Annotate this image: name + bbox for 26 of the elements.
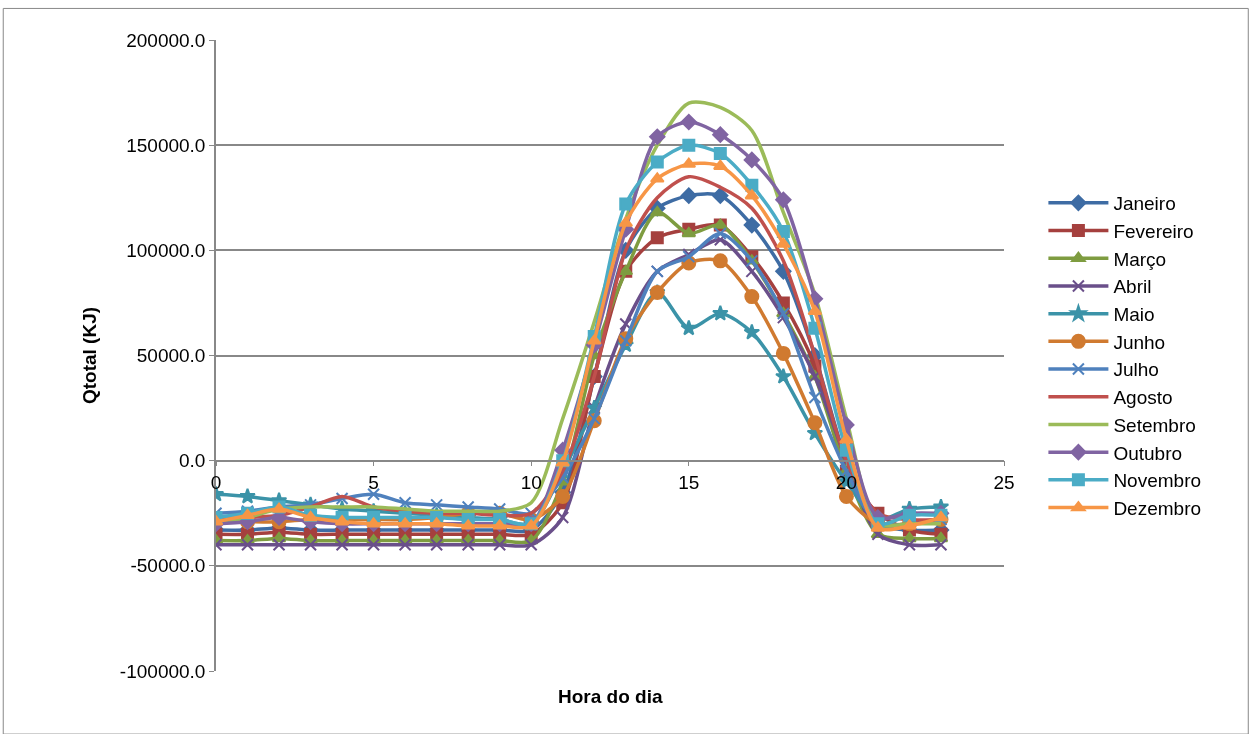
y-tick-label: -50000.0: [130, 555, 206, 577]
x-tick-label: 0: [210, 472, 222, 494]
y-tick-label: 100000.0: [126, 239, 206, 261]
legend-label: Janeiro: [1113, 193, 1176, 215]
x-tick-label: 15: [678, 472, 700, 494]
x-tick-label: 25: [993, 472, 1015, 494]
legend-label: Agosto: [1113, 387, 1173, 409]
y-tick-label: 200000.0: [126, 29, 206, 51]
y-tick-label: 0.0: [179, 450, 206, 472]
legend-label: Julho: [1113, 359, 1159, 381]
legend-label: Fevereiro: [1113, 220, 1194, 242]
y-tick-label: 150000.0: [126, 134, 206, 156]
y-tick-label: 50000.0: [136, 345, 206, 367]
y-tick-label: -100000.0: [119, 660, 206, 682]
legend-label: Dezembro: [1113, 497, 1202, 519]
x-tick-label: 5: [368, 472, 379, 494]
legend-label: Outubro: [1113, 442, 1183, 464]
legend-label: Abril: [1113, 276, 1152, 298]
y-axis-title: Qtotal (KJ): [79, 306, 101, 405]
legend-label: Março: [1113, 248, 1167, 270]
legend-label: Setembro: [1113, 414, 1196, 436]
legend-label: Maio: [1113, 304, 1155, 326]
x-axis-title: Hora do dia: [558, 686, 663, 707]
legend-label: Junho: [1113, 331, 1166, 353]
x-tick-label: 10: [520, 472, 542, 494]
legend-label: Novembro: [1113, 470, 1202, 492]
